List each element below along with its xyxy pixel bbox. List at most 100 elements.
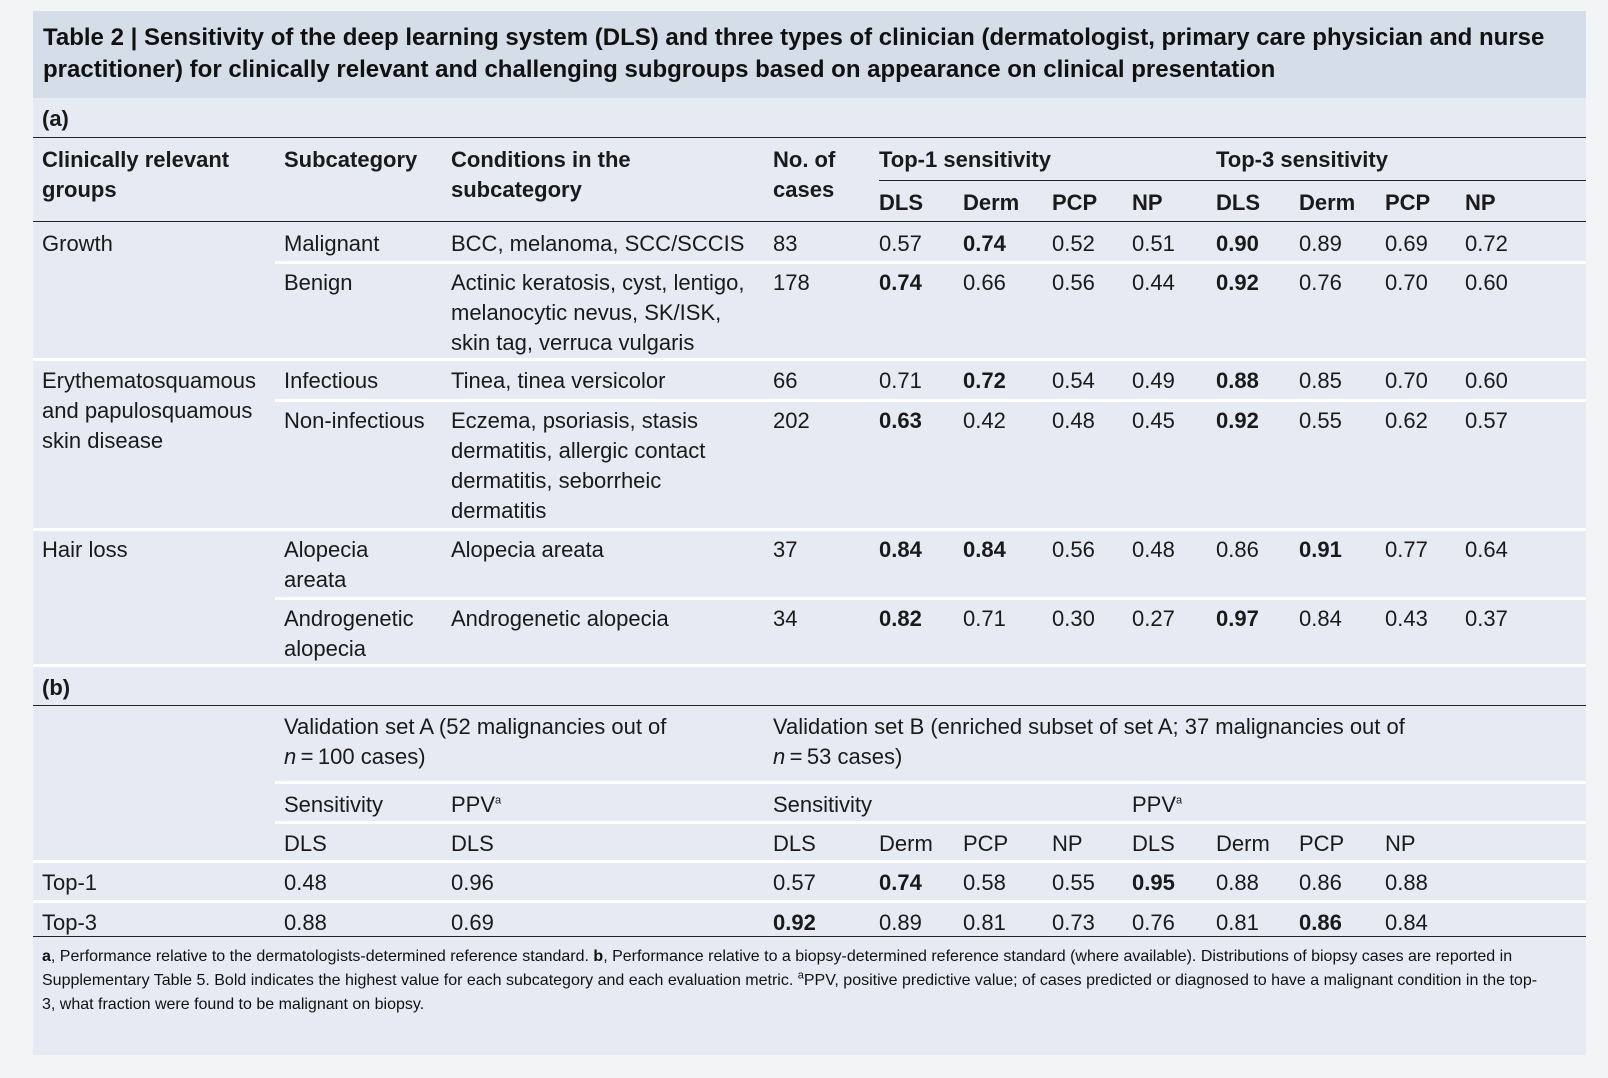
row-sensitivity-value: 0.64 — [1465, 537, 1508, 562]
set-b-value: 0.92 — [773, 910, 816, 935]
row-subcategory: areata — [284, 567, 347, 592]
row-sensitivity-value: 0.72 — [1465, 231, 1508, 256]
row-sensitivity-value: 0.45 — [1132, 408, 1175, 433]
set-b-value: 0.86 — [1299, 870, 1342, 895]
row-subcategory: Androgenetic — [284, 606, 414, 631]
rule — [275, 597, 1586, 600]
row-sensitivity-value: 0.37 — [1465, 606, 1508, 631]
row-subcategory: Malignant — [284, 231, 380, 256]
table-footnote: a , Performance relative to the dermatolo… — [42, 945, 1542, 1017]
row-sensitivity-value: 0.70 — [1385, 270, 1428, 295]
row-sensitivity-value: 0.57 — [1465, 408, 1508, 433]
row-conditions: Eczema, psoriasis, stasis — [451, 408, 698, 433]
validation-set-heading: Validation set A (52 malignancies out of — [284, 714, 667, 739]
set-a-value: 0.48 — [284, 870, 327, 895]
set-b-value: 0.86 — [1299, 910, 1342, 935]
row-conditions: Androgenetic alopecia — [451, 606, 669, 631]
set-b-value: 0.57 — [773, 870, 816, 895]
ppv-footnote-marker: a — [495, 794, 502, 807]
set-b-value: 0.74 — [879, 870, 922, 895]
row-subcategory: Non-infectious — [284, 408, 425, 433]
row-conditions: Actinic keratosis, cyst, lentigo, — [451, 270, 745, 295]
header-conditions: Conditions in the — [451, 147, 631, 172]
row-case-count: 34 — [773, 606, 798, 631]
validation-set-heading: Validation set B (enriched subset of set… — [773, 714, 1405, 739]
validation-set-heading: n = 53 cases) — [773, 744, 903, 769]
header-metric: Derm — [1299, 190, 1356, 215]
rule — [33, 221, 1586, 222]
row-conditions: dermatitis, seborrheic — [451, 468, 662, 493]
set-b-value: 0.73 — [1052, 910, 1095, 935]
rule — [275, 261, 1586, 264]
footnote-sup-marker: a — [797, 969, 804, 982]
rule — [33, 860, 1586, 863]
footnote-b-text: , Performance relative to a biopsy-deter… — [42, 948, 1513, 989]
header-metric: DLS — [879, 190, 923, 215]
footnote-a-text: , Performance relative to the dermatolog… — [50, 948, 594, 965]
row-conditions: BCC, melanoma, SCC/SCCIS — [451, 231, 745, 256]
set-a-value: 0.88 — [284, 910, 327, 935]
set-b-ppv-label: PPVa — [1132, 792, 1183, 817]
header-subcategory: Subcategory — [284, 147, 418, 172]
row-subcategory: Alopecia — [284, 537, 369, 562]
set-b-metric: Derm — [1216, 831, 1270, 856]
row-sensitivity-value: 0.55 — [1299, 408, 1342, 433]
rule — [33, 528, 1586, 531]
header-metric: PCP — [1385, 190, 1431, 215]
set-b-metric: PCP — [963, 831, 1009, 856]
group-name: Erythematosquamous — [42, 368, 256, 393]
row-sensitivity-value: 0.57 — [879, 231, 922, 256]
header-top1: Top-1 sensitivity — [879, 147, 1051, 172]
rule — [275, 781, 1586, 784]
row-conditions: Alopecia areata — [451, 537, 604, 562]
set-b-value: 0.88 — [1216, 870, 1259, 895]
set-a-ppv-label: PPVa — [451, 792, 502, 817]
row-sensitivity-value: 0.84 — [879, 537, 922, 562]
set-b-value: 0.95 — [1132, 870, 1175, 895]
row-sensitivity-value: 0.56 — [1052, 537, 1095, 562]
row-case-count: 37 — [773, 537, 798, 562]
part-a-label: (a) — [42, 106, 69, 131]
row-sensitivity-value: 0.90 — [1216, 231, 1259, 256]
row-sensitivity-value: 0.74 — [963, 231, 1006, 256]
row-sensitivity-value: 0.72 — [963, 368, 1006, 393]
row-conditions: dermatitis, allergic contact — [451, 438, 706, 463]
row-sensitivity-value: 0.60 — [1465, 368, 1508, 393]
table-title-label: Table 2 | — [43, 24, 138, 51]
rule — [275, 399, 1586, 402]
row-sensitivity-value: 0.60 — [1465, 270, 1508, 295]
header-metric: DLS — [1216, 190, 1260, 215]
row-subcategory: alopecia — [284, 636, 366, 661]
row-sensitivity-value: 0.82 — [879, 606, 922, 631]
set-b-value: 0.55 — [1052, 870, 1095, 895]
rule — [275, 821, 1586, 824]
group-name: Growth — [42, 231, 113, 256]
set-b-value: 0.88 — [1385, 870, 1428, 895]
row-sensitivity-value: 0.63 — [879, 408, 922, 433]
header-metric: NP — [1465, 190, 1496, 215]
row-sensitivity-value: 0.56 — [1052, 270, 1095, 295]
row-sensitivity-value: 0.85 — [1299, 368, 1342, 393]
row-sensitivity-value: 0.84 — [1299, 606, 1342, 631]
row-conditions: dermatitis — [451, 498, 547, 523]
set-b-sensitivity-label: Sensitivity — [773, 792, 873, 817]
row-sensitivity-value: 0.71 — [963, 606, 1006, 631]
footnote-ppv-text: PPV, positive predictive value; of cases… — [42, 972, 1538, 1013]
row-sensitivity-value: 0.66 — [963, 270, 1006, 295]
row-sensitivity-value: 0.42 — [963, 408, 1006, 433]
row-conditions: skin tag, verruca vulgaris — [451, 330, 695, 355]
set-b-metric: DLS — [1132, 831, 1175, 856]
row-sensitivity-value: 0.86 — [1216, 537, 1259, 562]
set-a-value: 0.69 — [451, 910, 494, 935]
row-sensitivity-value: 0.91 — [1299, 537, 1342, 562]
set-b-metric: DLS — [773, 831, 816, 856]
row-case-count: 83 — [773, 231, 798, 256]
rule — [33, 358, 1586, 361]
part-b-label: (b) — [42, 675, 71, 700]
group-name: and papulosquamous — [42, 398, 253, 423]
row-sensitivity-value: 0.49 — [1132, 368, 1175, 393]
set-b-value: 0.81 — [1216, 910, 1259, 935]
group-name: skin disease — [42, 428, 164, 453]
set-b-metric: Derm — [879, 831, 933, 856]
row-sensitivity-value: 0.74 — [879, 270, 922, 295]
